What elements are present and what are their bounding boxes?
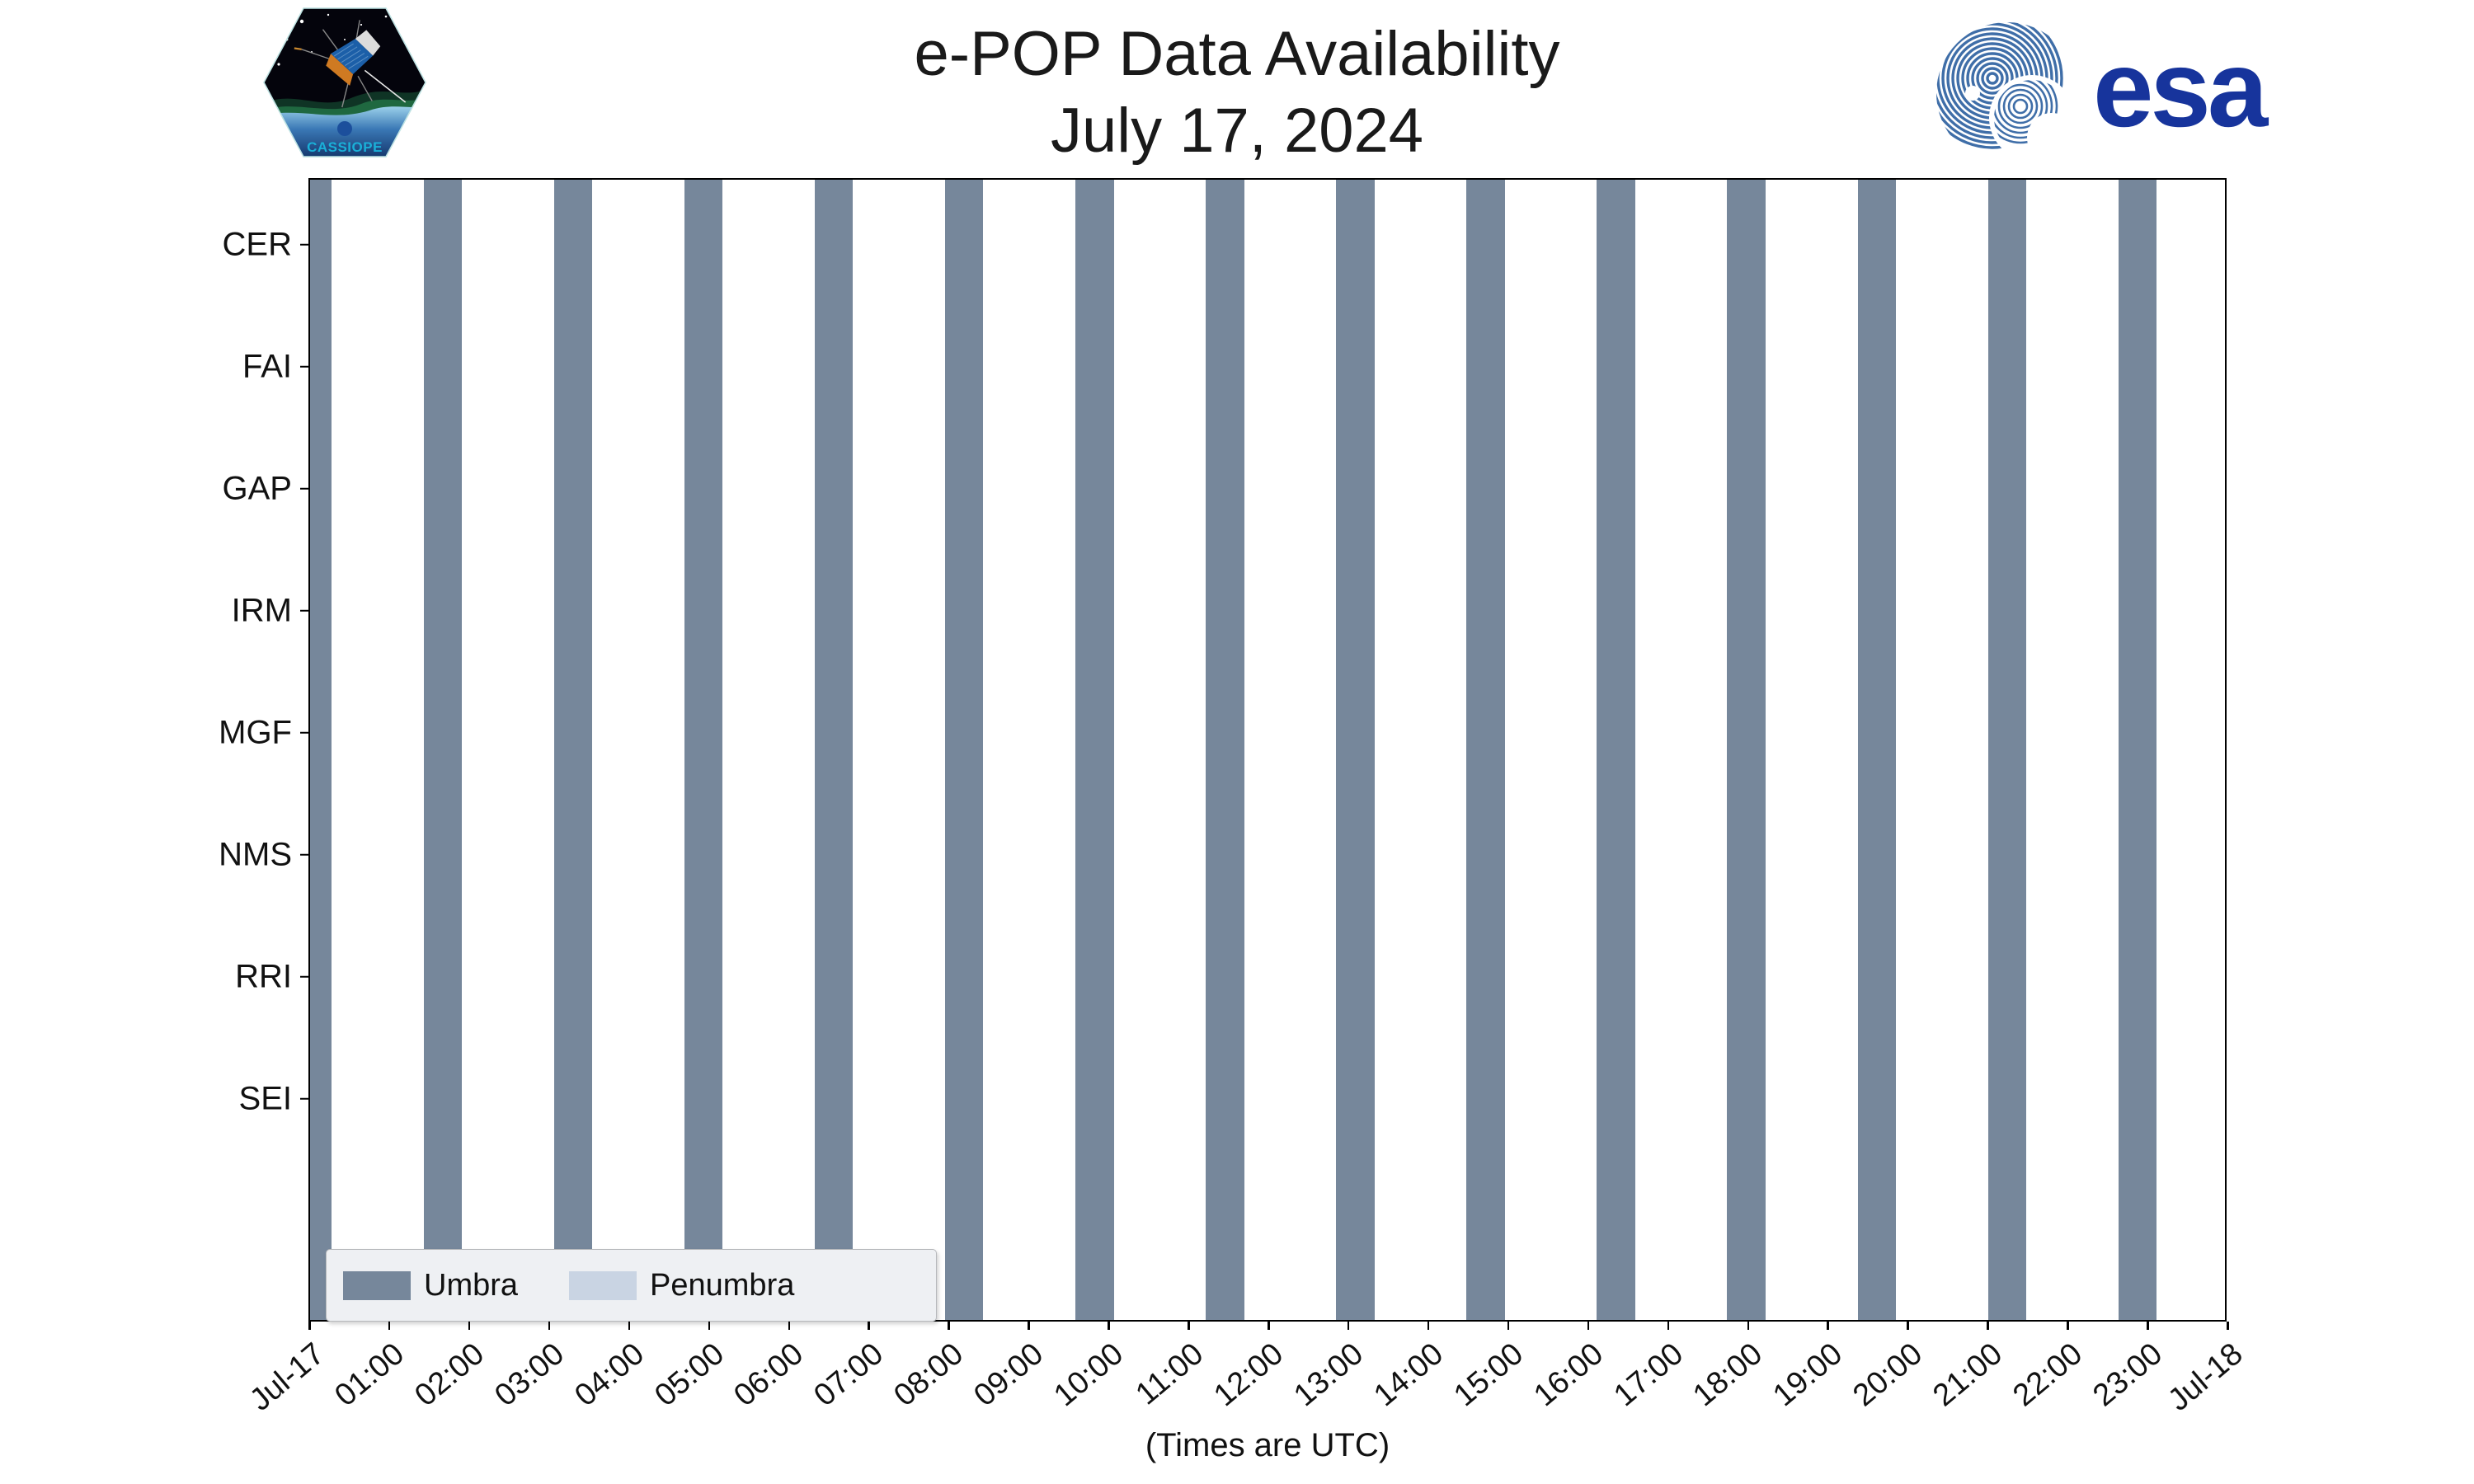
svg-text:esa: esa bbox=[2093, 28, 2269, 149]
svg-text:CASSIOPE: CASSIOPE bbox=[307, 139, 383, 155]
